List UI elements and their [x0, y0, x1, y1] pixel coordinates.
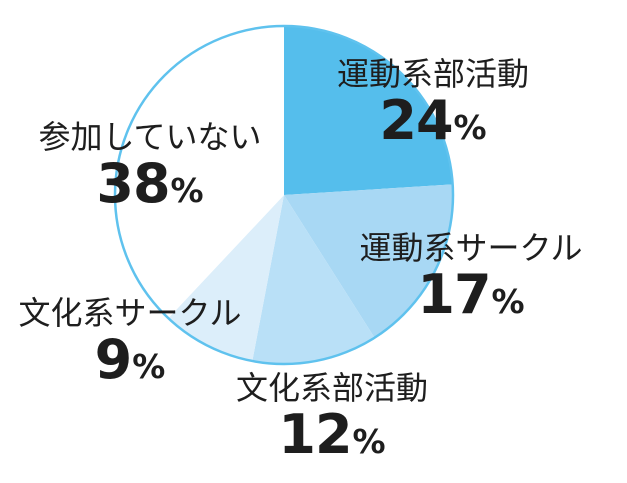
- segment-name: 参加していない: [38, 118, 262, 156]
- segment-name: 運動系サークル: [359, 229, 583, 267]
- label-sports-club-activities: 運動系部活動 24%: [336, 55, 530, 148]
- label-culture-club-activities: 文化系部活動 12%: [235, 369, 429, 462]
- pie-slice-2: [252, 195, 375, 365]
- segment-name: 文化系部活動: [235, 369, 429, 407]
- segment-value: 17%: [359, 267, 582, 322]
- segment-value-number: 38: [96, 151, 170, 215]
- segment-value: 9%: [18, 332, 241, 387]
- segment-value: 24%: [337, 93, 529, 148]
- segment-value-number: 9: [94, 327, 133, 391]
- percent-sign: %: [132, 346, 166, 386]
- percent-sign: %: [352, 421, 386, 461]
- segment-name: 運動系部活動: [336, 55, 530, 93]
- segment-value-number: 12: [278, 402, 352, 466]
- pie-slice-3: [168, 195, 284, 362]
- label-culture-circle: 文化系サークル 9%: [18, 294, 242, 387]
- segment-name: 文化系サークル: [18, 294, 242, 332]
- label-sports-circle: 運動系サークル 17%: [359, 229, 583, 322]
- pie-outline: [113, 24, 455, 366]
- pie-slice-0: [284, 26, 453, 195]
- pie-slice-4: [114, 26, 284, 319]
- segment-value: 38%: [38, 156, 261, 211]
- percent-sign: %: [453, 107, 487, 147]
- pie-slice-1: [284, 184, 454, 338]
- percent-sign: %: [491, 281, 525, 321]
- percent-sign: %: [170, 170, 204, 210]
- segment-value-number: 24: [379, 88, 453, 152]
- label-not-participating: 参加していない 38%: [38, 118, 262, 211]
- segment-value: 12%: [236, 407, 428, 462]
- segment-value-number: 17: [417, 262, 491, 326]
